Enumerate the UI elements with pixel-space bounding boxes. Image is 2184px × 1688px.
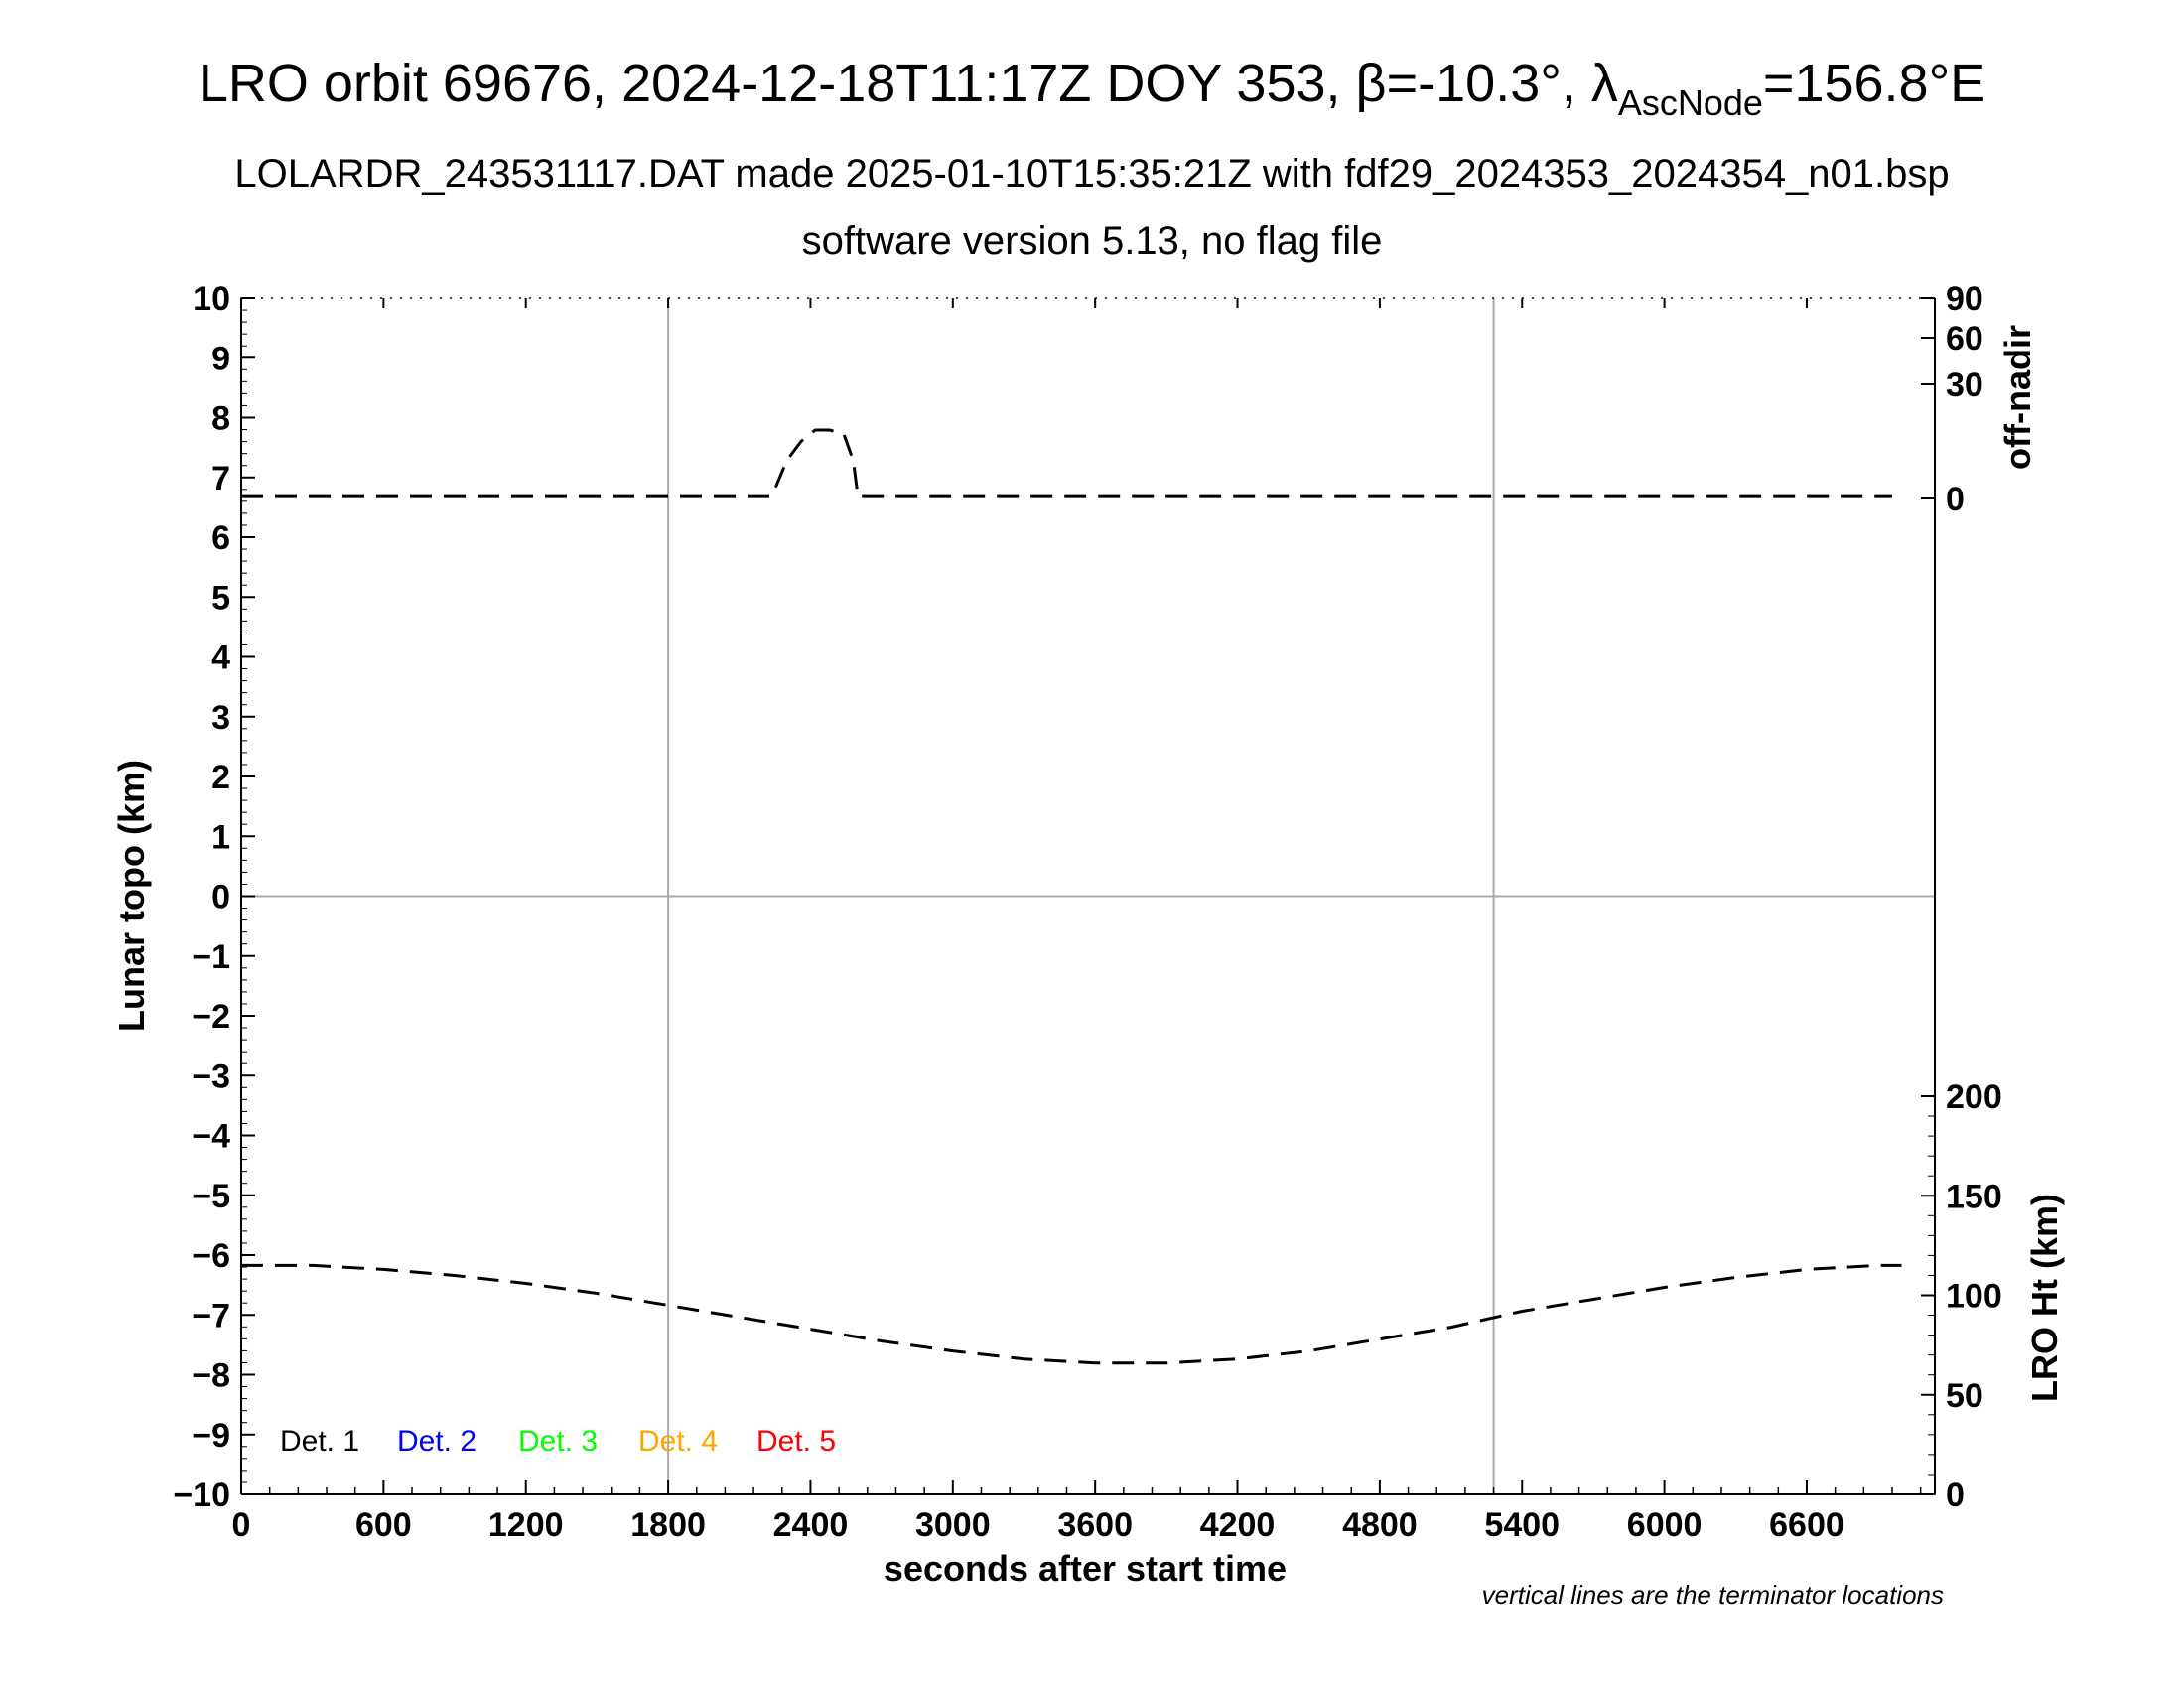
y-tick-label: −1 [192, 938, 230, 976]
legend-entry-det-5: Det. 5 [756, 1425, 836, 1458]
lro-height-tick-label: 0 [1946, 1477, 1965, 1514]
lro-height-series-line [241, 1263, 1902, 1365]
y-tick-label: 7 [211, 460, 230, 497]
lro-height-tick-label: 50 [1946, 1377, 1983, 1415]
y-tick-label: −10 [173, 1477, 230, 1514]
chart-title: LRO orbit 69676, 2024-12-18T11:17Z DOY 3… [199, 54, 1985, 123]
y-tick-label: 1 [211, 818, 230, 856]
x-tick-label: 600 [355, 1506, 412, 1544]
terminator-footnote: vertical lines are the terminator locati… [1482, 1580, 1944, 1610]
y-tick-label: 6 [211, 519, 230, 557]
y-tick-label: −5 [192, 1178, 230, 1215]
series-layer [241, 428, 1902, 1365]
lro-height-tick-label: 150 [1946, 1178, 2002, 1215]
y-tick-label: −6 [192, 1237, 230, 1275]
off-nadir-series-line [241, 428, 1892, 498]
y-tick-label: 0 [211, 879, 230, 916]
x-axis-ticks: 0 600 1200 1800 2400 3000 3600 4200 4800 5400 6000… [232, 298, 1922, 1544]
off-nadir-tick-label: 30 [1946, 366, 1983, 404]
chart-subtitle-file: LOLARDR_243531117.DAT made 2025-01-10T15… [234, 152, 1949, 196]
legend-entry-det-3: Det. 3 [518, 1425, 598, 1458]
y-tick-label: 8 [211, 400, 230, 438]
y-tick-label: 5 [211, 579, 230, 617]
legend-entry-det-1: Det. 1 [280, 1425, 359, 1458]
y-tick-label: −3 [192, 1057, 230, 1095]
y-left-axis-title: Lunar topo (km) [111, 760, 152, 1032]
x-tick-label: 6000 [1627, 1506, 1703, 1544]
lro-height-axis-title: LRO Ht (km) [2024, 1194, 2065, 1402]
grid-layer [241, 298, 1935, 1494]
legend-entry-det-2: Det. 2 [397, 1425, 477, 1458]
x-tick-label: 3000 [915, 1506, 991, 1544]
off-nadir-tick-label: 90 [1946, 280, 1983, 318]
lro-height-axis-ticks: 200 150 100 50 0 [1921, 1078, 2002, 1514]
off-nadir-axis-title: off-nadir [1997, 325, 2038, 470]
y-tick-label: −4 [192, 1118, 230, 1156]
x-tick-label: 0 [232, 1506, 251, 1544]
y-tick-label: 10 [193, 280, 230, 318]
x-tick-label: 3600 [1057, 1506, 1133, 1544]
off-nadir-tick-label: 60 [1946, 320, 1983, 357]
y-tick-label: 3 [211, 699, 230, 737]
x-tick-label: 1800 [630, 1506, 706, 1544]
y-tick-label: 4 [211, 639, 230, 677]
lro-height-tick-label: 200 [1946, 1078, 2002, 1116]
x-tick-label: 2400 [773, 1506, 849, 1544]
y-tick-label: 2 [211, 759, 230, 796]
x-tick-label: 6600 [1769, 1506, 1844, 1544]
y-tick-label: −7 [192, 1297, 230, 1335]
y-tick-label: 9 [211, 340, 230, 377]
off-nadir-tick-label: 0 [1946, 481, 1965, 518]
legend: Det. 1 Det. 2 Det. 3 Det. 4 Det. 5 [280, 1425, 836, 1458]
x-tick-label: 4200 [1200, 1506, 1276, 1544]
y-tick-label: −2 [192, 998, 230, 1036]
x-tick-label: 5400 [1484, 1506, 1560, 1544]
y-tick-label: −8 [192, 1357, 230, 1395]
x-tick-label: 4800 [1342, 1506, 1418, 1544]
lro-height-tick-label: 100 [1946, 1278, 2002, 1316]
legend-entry-det-4: Det. 4 [638, 1425, 718, 1458]
x-tick-label: 1200 [488, 1506, 564, 1544]
x-axis-title: seconds after start time [884, 1548, 1287, 1589]
y-tick-label: −9 [192, 1417, 230, 1455]
chart-subtitle-software: software version 5.13, no flag file [802, 219, 1383, 263]
